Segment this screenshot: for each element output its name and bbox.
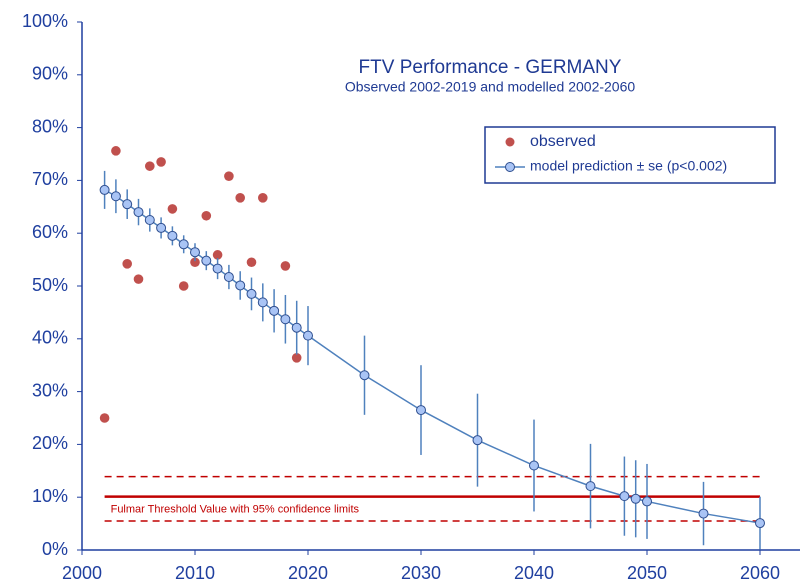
- model-point: [280, 314, 291, 325]
- model-point: [178, 239, 189, 250]
- model-point: [359, 370, 370, 381]
- observed-point: [280, 261, 291, 271]
- observed-point: [167, 204, 178, 214]
- model-point: [212, 263, 223, 274]
- x-tick-label: 2010: [175, 563, 215, 583]
- y-tick-label: 80%: [32, 116, 68, 136]
- legend-marker: [505, 162, 515, 172]
- x-tick-label: 2030: [401, 563, 441, 583]
- model-point: [223, 272, 234, 283]
- model-point: [167, 230, 178, 241]
- chart-subtitle: Observed 2002-2019 and modelled 2002-206…: [345, 79, 636, 95]
- y-tick-label: 20%: [32, 433, 68, 453]
- model-point: [529, 460, 539, 471]
- legend-label: observed: [530, 133, 596, 150]
- y-tick-label: 90%: [32, 64, 68, 84]
- legend-marker: [505, 137, 515, 147]
- y-tick-label: 10%: [32, 486, 68, 506]
- x-tick-label: 2040: [514, 563, 554, 583]
- x-tick-label: 2050: [627, 563, 667, 583]
- model-point: [190, 247, 200, 258]
- model-point: [257, 297, 268, 308]
- model-point: [642, 496, 652, 507]
- observed-point: [156, 157, 166, 167]
- observed-point: [224, 171, 234, 181]
- observed-point: [235, 193, 245, 203]
- y-tick-label: 100%: [22, 11, 68, 31]
- model-point: [698, 508, 709, 519]
- observed-point: [99, 413, 110, 423]
- model-point: [235, 280, 246, 291]
- model-point: [156, 222, 167, 233]
- observed-point: [258, 193, 268, 203]
- observed-point: [145, 161, 155, 171]
- model-point: [416, 405, 426, 416]
- y-tick-label: 0%: [42, 539, 68, 559]
- x-tick-label: 2000: [62, 563, 102, 583]
- threshold-label: Fulmar Threshold Value with 95% confiden…: [111, 504, 360, 516]
- y-tick-label: 60%: [32, 222, 68, 242]
- model-point: [246, 288, 257, 299]
- x-tick-label: 2060: [740, 563, 780, 583]
- observed-point: [190, 257, 200, 268]
- legend-label: model prediction ± se (p<0.002): [530, 158, 727, 174]
- y-tick-label: 70%: [32, 169, 68, 189]
- model-point: [144, 215, 155, 225]
- model-point: [303, 330, 313, 341]
- model-point: [585, 481, 596, 492]
- model-point: [201, 255, 212, 266]
- observed-point: [212, 250, 223, 260]
- y-tick-label: 40%: [32, 328, 68, 348]
- x-tick-label: 2020: [288, 563, 328, 583]
- model-point: [619, 491, 630, 502]
- model-point: [99, 184, 110, 195]
- observed-point: [178, 281, 189, 291]
- model-point: [122, 199, 133, 210]
- model-point: [291, 322, 302, 333]
- y-tick-label: 50%: [32, 275, 68, 295]
- observed-point: [111, 146, 121, 156]
- model-point: [755, 518, 765, 529]
- model-point: [630, 493, 641, 504]
- observed-point: [133, 274, 144, 284]
- chart-title: FTV Performance - GERMANY: [359, 57, 622, 78]
- model-point: [110, 191, 121, 202]
- y-tick-label: 30%: [32, 380, 68, 400]
- model-line: [104, 189, 761, 524]
- model-point: [269, 305, 280, 316]
- observed-point: [246, 257, 257, 268]
- model-point: [133, 207, 144, 218]
- model-point: [472, 435, 483, 446]
- observed-point: [122, 259, 132, 269]
- legend-box: [484, 126, 776, 184]
- observed-point: [291, 353, 302, 363]
- observed-point: [201, 210, 212, 221]
